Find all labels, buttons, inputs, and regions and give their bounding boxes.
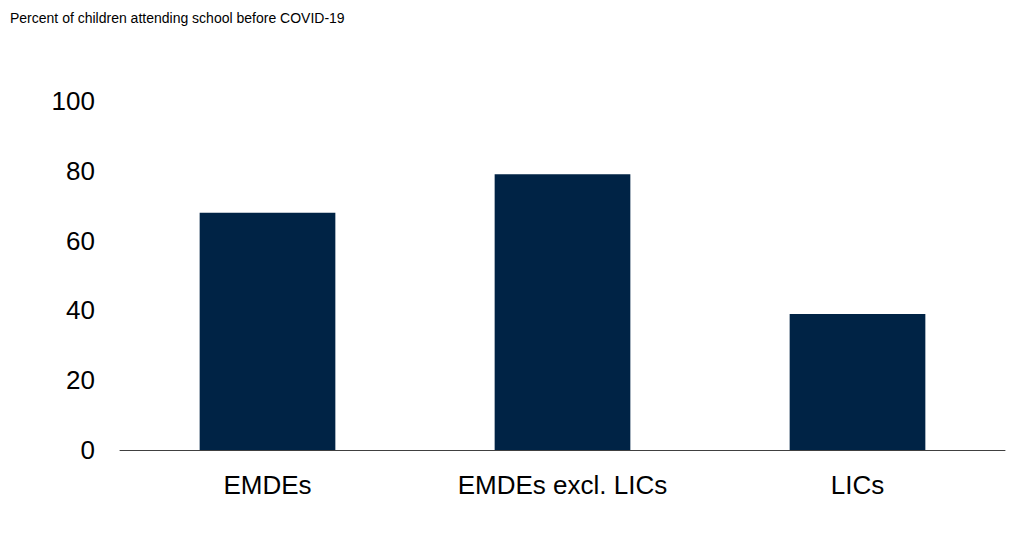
svg-text:40: 40 bbox=[66, 295, 95, 325]
svg-text:100: 100 bbox=[52, 86, 95, 116]
svg-text:60: 60 bbox=[66, 226, 95, 256]
svg-text:20: 20 bbox=[66, 365, 95, 395]
svg-text:80: 80 bbox=[66, 156, 95, 186]
svg-text:0: 0 bbox=[81, 435, 95, 465]
svg-text:EMDEs: EMDEs bbox=[223, 470, 311, 500]
svg-text:LICs: LICs bbox=[831, 470, 884, 500]
svg-text:Percent of children attending: Percent of children attending school bef… bbox=[10, 10, 345, 26]
svg-text:EMDEs excl. LICs: EMDEs excl. LICs bbox=[458, 470, 668, 500]
